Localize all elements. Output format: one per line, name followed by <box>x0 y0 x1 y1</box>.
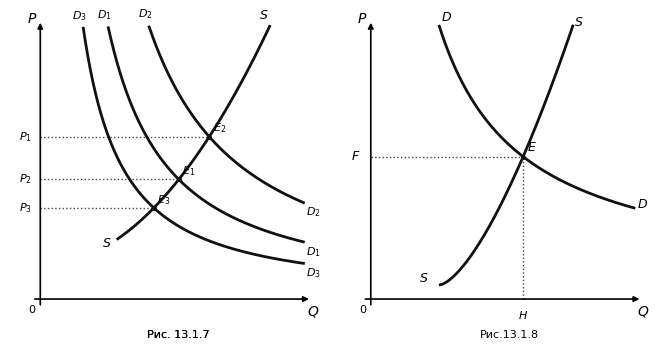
Text: Рис.13.1.8: Рис.13.1.8 <box>480 330 539 340</box>
Text: Рис. 13.1.7: Рис. 13.1.7 <box>147 330 210 340</box>
Text: $P$: $P$ <box>27 11 37 26</box>
Text: $D_2$: $D_2$ <box>306 205 321 219</box>
Text: $H$: $H$ <box>518 309 528 321</box>
Text: $P_3$: $P_3$ <box>19 201 32 215</box>
Text: $S$: $S$ <box>419 272 428 285</box>
Text: $S$: $S$ <box>259 9 269 22</box>
Text: $Q$: $Q$ <box>307 304 319 319</box>
Text: $S$: $S$ <box>102 237 112 250</box>
Text: $P_2$: $P_2$ <box>19 173 32 186</box>
Text: $P$: $P$ <box>358 11 368 26</box>
Text: $D_1$: $D_1$ <box>306 245 321 258</box>
Text: 0: 0 <box>28 305 36 315</box>
Text: $D_3$: $D_3$ <box>306 266 321 280</box>
Text: $D_3$: $D_3$ <box>72 9 87 22</box>
Text: $Q$: $Q$ <box>637 304 650 319</box>
Text: Рис. 13.1.7: Рис. 13.1.7 <box>147 330 210 340</box>
Text: $F$: $F$ <box>351 150 360 163</box>
Text: $S$: $S$ <box>574 16 584 29</box>
Text: $E_2$: $E_2$ <box>213 122 226 135</box>
Text: $D$: $D$ <box>637 198 648 211</box>
Text: $E_1$: $E_1$ <box>182 164 196 178</box>
Text: $D_2$: $D_2$ <box>137 7 153 21</box>
Text: $D_1$: $D_1$ <box>97 8 112 22</box>
Text: $E_3$: $E_3$ <box>157 193 171 206</box>
Text: $E$: $E$ <box>527 141 537 154</box>
Text: $P_1$: $P_1$ <box>19 130 32 143</box>
Text: 0: 0 <box>359 305 366 315</box>
Text: $D$: $D$ <box>441 11 451 23</box>
